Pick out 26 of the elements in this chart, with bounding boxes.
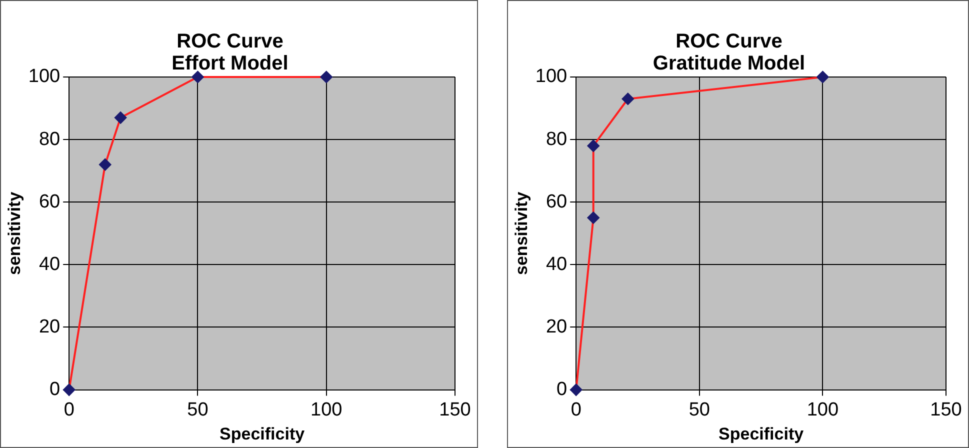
y-tick-label: 20 [38, 316, 60, 338]
y-tick-label: 0 [50, 379, 60, 400]
y-tick-label: 100 [28, 66, 60, 88]
x-axis-title: Specificity [718, 424, 804, 444]
x-tick-label: 150 [439, 399, 471, 420]
chart-title: ROC Curve Effort Model [172, 30, 288, 75]
y-axis-title: sensitivity [512, 191, 531, 275]
x-axis-title: Specificity [220, 424, 306, 444]
y-tick-label: 80 [546, 128, 568, 150]
y-tick-label: 40 [38, 254, 60, 275]
chart-title: ROC Curve Gratitude Model [652, 30, 806, 75]
x-tick-label: 0 [64, 399, 74, 420]
y-tick-label: 20 [546, 316, 568, 338]
y-tick-label: 60 [38, 191, 60, 212]
y-axis-title: sensitivity [4, 191, 24, 275]
y-tick-label: 0 [556, 379, 568, 400]
x-tick-label: 0 [570, 399, 582, 420]
y-tick-label: 60 [546, 191, 568, 212]
x-tick-label: 50 [187, 399, 208, 420]
x-tick-label: 100 [310, 399, 342, 420]
x-tick-label: 150 [930, 399, 962, 420]
y-tick-label: 40 [546, 254, 568, 275]
x-tick-label: 100 [806, 399, 839, 420]
x-tick-label: 50 [688, 399, 710, 420]
y-tick-label: 100 [535, 66, 568, 88]
y-tick-label: 80 [38, 128, 60, 150]
